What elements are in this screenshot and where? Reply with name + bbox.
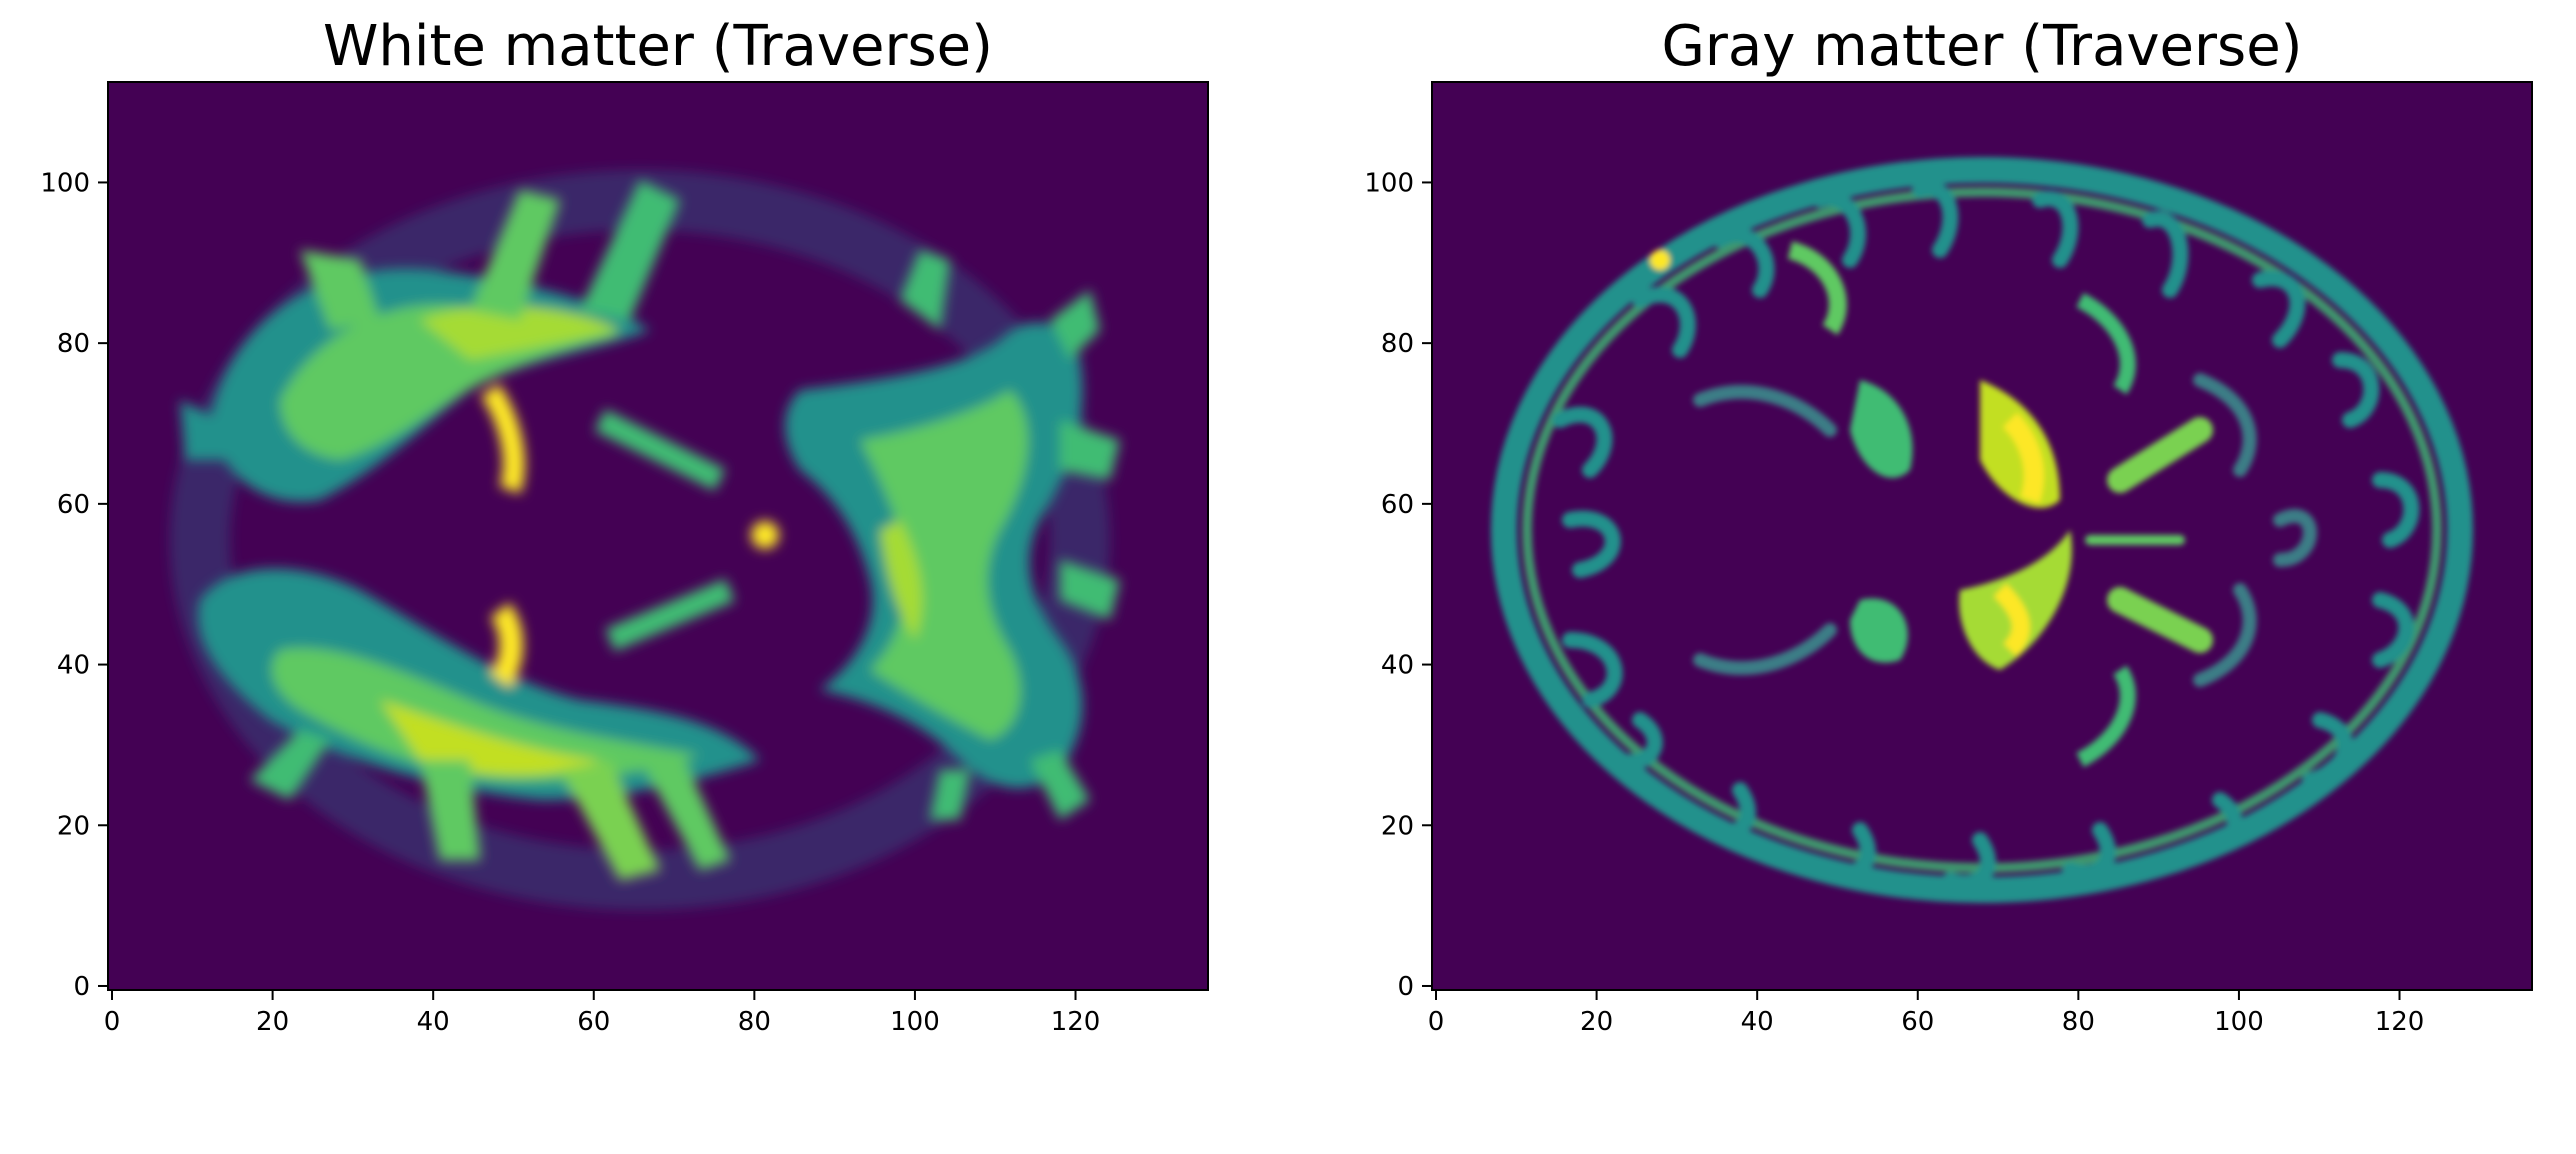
white-matter-x-tick-label: 20 — [256, 1007, 289, 1037]
gray-matter-y-tick-label: 40 — [1381, 651, 1414, 681]
white-matter-y-tick-label: 40 — [57, 651, 90, 681]
white-matter-panel: White matter (Traverse) — [40, 14, 1209, 1037]
white-matter-y-tick-label: 20 — [57, 811, 90, 841]
gray-matter-x-tick-label: 20 — [1580, 1007, 1613, 1037]
white-matter-x-axis: 0 20 40 60 80 100 120 — [104, 990, 1101, 1037]
gray-matter-x-tick-label: 120 — [2375, 1007, 2425, 1037]
white-matter-y-tick-label: 0 — [73, 972, 90, 1002]
gray-matter-x-tick-label: 60 — [1901, 1007, 1934, 1037]
gray-matter-y-tick-label: 20 — [1381, 811, 1414, 841]
white-matter-x-tick-label: 80 — [738, 1007, 771, 1037]
white-matter-y-tick-label: 100 — [40, 168, 90, 198]
gray-matter-title: Gray matter (Traverse) — [1662, 14, 2303, 79]
gray-matter-x-tick-label: 40 — [1741, 1007, 1774, 1037]
gray-matter-y-tick-label: 80 — [1381, 329, 1414, 359]
white-matter-x-tick-label: 0 — [104, 1007, 121, 1037]
white-matter-y-tick-label: 80 — [57, 329, 90, 359]
white-matter-title: White matter (Traverse) — [323, 14, 993, 79]
gray-matter-x-tick-label: 80 — [2062, 1007, 2095, 1037]
gray-matter-x-axis: 0 20 40 60 80 100 120 — [1428, 990, 2425, 1037]
white-matter-image — [108, 82, 1208, 990]
gray-matter-panel: Gray matter (Traverse) — [1364, 14, 2533, 1037]
white-matter-y-axis: 0 20 40 60 80 100 — [40, 168, 108, 1002]
gray-matter-y-axis: 0 20 40 60 80 100 — [1364, 168, 1432, 1002]
gray-matter-y-tick-label: 0 — [1397, 972, 1414, 1002]
white-matter-x-tick-label: 120 — [1051, 1007, 1101, 1037]
white-matter-x-tick-label: 40 — [417, 1007, 450, 1037]
gray-matter-y-tick-label: 60 — [1381, 490, 1414, 520]
gray-matter-x-tick-label: 0 — [1428, 1007, 1445, 1037]
gray-matter-image — [1432, 82, 2532, 990]
white-matter-x-tick-label: 100 — [890, 1007, 940, 1037]
white-matter-y-tick-label: 60 — [57, 490, 90, 520]
gray-matter-x-tick-label: 100 — [2214, 1007, 2264, 1037]
gray-matter-y-tick-label: 100 — [1364, 168, 1414, 198]
white-matter-x-tick-label: 60 — [577, 1007, 610, 1037]
